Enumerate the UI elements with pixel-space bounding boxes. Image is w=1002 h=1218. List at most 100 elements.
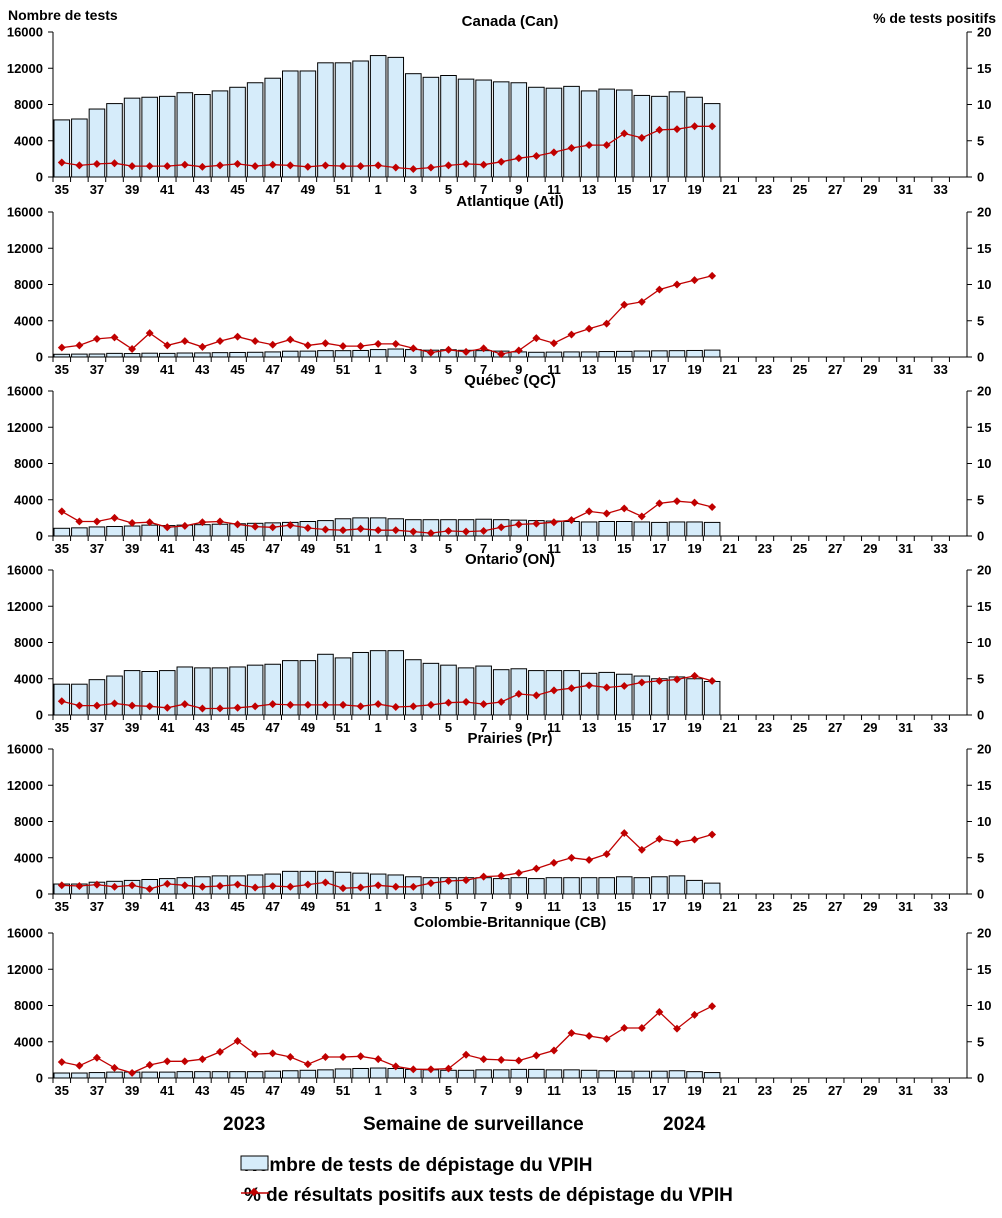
panel-3-bar bbox=[211, 523, 229, 537]
panel-5-left-tick-label: 16000 bbox=[7, 742, 43, 757]
panel-2-positivity-point bbox=[92, 334, 101, 343]
panel-6-bar bbox=[492, 1069, 510, 1079]
panel-4-x-tick-label: 47 bbox=[265, 720, 279, 735]
panel-5-bar bbox=[651, 876, 668, 895]
panel-5-positivity-point bbox=[690, 835, 699, 844]
panel-2-bar bbox=[194, 352, 211, 358]
panel-1-bar bbox=[703, 103, 721, 178]
year-end-label: 2024 bbox=[663, 1114, 706, 1135]
panel-1-x-tick-label: 1 bbox=[375, 182, 382, 197]
panel-2-x-tick-label: 23 bbox=[758, 362, 772, 377]
panel-3-x-tick-label: 17 bbox=[652, 541, 666, 556]
panel-6-positivity-point bbox=[479, 1055, 488, 1064]
panel-1-bar bbox=[317, 62, 334, 178]
panel-2-bar bbox=[598, 351, 615, 358]
panel-1-positivity-point bbox=[251, 162, 260, 171]
panel-3-bar bbox=[53, 527, 71, 537]
panel-6-positivity-point bbox=[321, 1053, 330, 1061]
panel-5-positivity-point bbox=[549, 858, 558, 867]
panel-5-bar bbox=[580, 877, 598, 895]
panel-1-bar bbox=[405, 73, 422, 178]
panel-4-positivity-point bbox=[479, 700, 488, 709]
panel-2-right-tick-label: 0 bbox=[977, 350, 984, 365]
panel-1-x-tick-label: 5 bbox=[445, 182, 452, 197]
panel-1-x-tick-label: 39 bbox=[125, 182, 139, 197]
panel-5-positivity-point bbox=[708, 830, 717, 839]
panel-4-right-tick-label: 15 bbox=[977, 599, 991, 614]
panel-1-positivity-point bbox=[321, 161, 330, 170]
panel-6-positivity-point bbox=[444, 1064, 453, 1073]
panel-3-x-tick-label: 13 bbox=[582, 541, 596, 556]
panel-2-bar bbox=[106, 352, 123, 358]
panel-1-positivity-point bbox=[444, 161, 453, 170]
panel-6-positivity-point bbox=[708, 1002, 717, 1011]
panel-3-positivity-point bbox=[57, 507, 66, 516]
panel-5-right-tick-label: 10 bbox=[977, 814, 991, 829]
panel-3-x-tick-label: 29 bbox=[863, 541, 877, 556]
panel-6-x-tick-label: 39 bbox=[125, 1083, 139, 1098]
panel-4-positivity-point bbox=[339, 700, 348, 709]
panel-5-x-tick-label: 11 bbox=[547, 899, 561, 914]
panel-5-title: Prairies (Pr) bbox=[467, 730, 552, 747]
panel-6-bar bbox=[686, 1071, 703, 1079]
panel-1-bar bbox=[334, 62, 352, 178]
panel-1-positivity-point bbox=[585, 141, 594, 150]
panel-5-left-tick-label: 12000 bbox=[7, 778, 43, 793]
panel-6-positivity-point bbox=[268, 1049, 277, 1058]
panel-3-positivity-point bbox=[620, 504, 629, 513]
panel-5-x-tick-label: 19 bbox=[687, 899, 701, 914]
panel-2-x-tick-label: 21 bbox=[722, 362, 736, 377]
panel-6-positivity-point bbox=[374, 1055, 383, 1064]
panel-1-bar bbox=[299, 70, 317, 178]
panel-1-left-tick-label: 12000 bbox=[7, 61, 43, 76]
panel-5-positivity-point bbox=[567, 853, 576, 862]
panel-5-x-tick-label: 15 bbox=[617, 899, 631, 914]
panel-6-positivity-point bbox=[180, 1057, 189, 1066]
panel-1-positivity-point bbox=[708, 122, 717, 131]
panel-3-positivity-point bbox=[216, 517, 224, 526]
panel-3-x-tick-label: 35 bbox=[55, 541, 69, 556]
panel-2-positivity-point bbox=[110, 333, 119, 342]
panel-5-bar bbox=[598, 877, 615, 895]
panel-4-x-tick-label: 45 bbox=[230, 720, 244, 735]
panel-3-positivity-point bbox=[602, 509, 611, 518]
panel-4-x-tick-label: 29 bbox=[863, 720, 877, 735]
panel-4-left-tick-label: 16000 bbox=[7, 563, 43, 578]
panel-6-positivity-point bbox=[426, 1065, 435, 1074]
panel-4-positivity-point bbox=[655, 676, 664, 685]
panel-2-positivity-point bbox=[356, 342, 365, 351]
panel-3-bar bbox=[194, 524, 211, 537]
panel-1-x-tick-label: 7 bbox=[480, 182, 487, 197]
panel-5-positivity-point bbox=[216, 882, 224, 890]
panel-6-bar bbox=[282, 1070, 299, 1079]
panel-1-positivity-point bbox=[75, 161, 84, 170]
panel-2-x-tick-label: 31 bbox=[898, 362, 912, 377]
panel-6-x-tick-label: 3 bbox=[410, 1083, 417, 1098]
panel-1-x-tick-label: 3 bbox=[410, 182, 417, 197]
panel-2-x-tick-label: 51 bbox=[336, 362, 350, 377]
panel-6-right-tick-label: 5 bbox=[977, 1034, 984, 1049]
panel-4-bar bbox=[440, 664, 457, 716]
panel-3-left-tick-label: 16000 bbox=[7, 384, 43, 399]
panel-6-positivity-point bbox=[75, 1061, 84, 1070]
panel-5-x-tick-label: 45 bbox=[230, 899, 244, 914]
panel-4-x-tick-label: 49 bbox=[301, 720, 315, 735]
panel-4-positivity-point bbox=[286, 700, 295, 709]
panel-6-x-tick-label: 51 bbox=[336, 1083, 350, 1098]
legend-line-swatch bbox=[241, 1187, 269, 1197]
panel-2-x-tick-label: 37 bbox=[90, 362, 104, 377]
panel-1-positivity-point bbox=[198, 162, 207, 171]
panel-6-bar bbox=[176, 1071, 194, 1079]
panel-5-bar bbox=[545, 877, 563, 895]
panel-2-x-tick-label: 35 bbox=[55, 362, 69, 377]
panel-1-positivity-point bbox=[216, 161, 224, 170]
panel-6-bar bbox=[246, 1071, 264, 1079]
panel-3-bar bbox=[703, 521, 721, 537]
panel-4-title: Ontario (ON) bbox=[465, 551, 555, 568]
panel-6-x-tick-label: 13 bbox=[582, 1083, 596, 1098]
panel-3-bar bbox=[141, 524, 158, 537]
panel-2-bar bbox=[158, 352, 176, 358]
panel-6-x-tick-label: 47 bbox=[265, 1083, 279, 1098]
panel-3-x-tick-label: 15 bbox=[617, 541, 631, 556]
